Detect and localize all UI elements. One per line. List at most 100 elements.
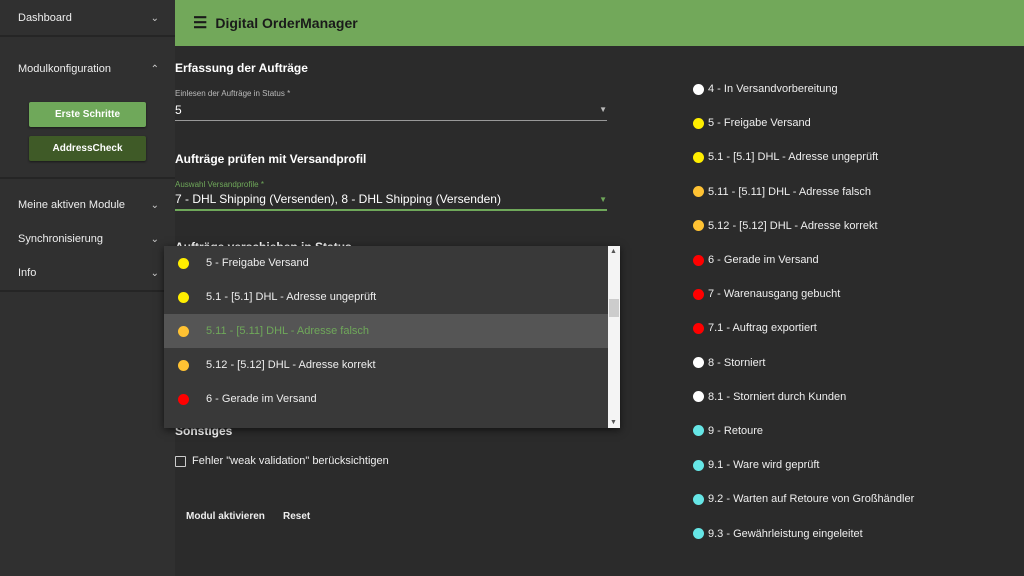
status-list-item: 5.1 - [5.1] DHL - Adresse ungeprüft xyxy=(693,140,914,174)
status-value: 5 xyxy=(175,102,182,117)
caret-down-icon: ▼ xyxy=(599,105,607,114)
status-dot-icon xyxy=(693,151,704,163)
status-list-item: 7.1 - Auftrag exportiert xyxy=(693,311,914,345)
dropdown-option[interactable]: 5.1 - [5.1] DHL - Adresse ungeprüft xyxy=(164,280,608,314)
status-list-item: 8.1 - Storniert durch Kunden xyxy=(693,380,914,414)
chevron-down-icon: ⌄ xyxy=(150,12,159,24)
dropdown-option[interactable]: 6 - Gerade im Versand xyxy=(164,382,608,416)
erste-schritte-button[interactable]: Erste Schritte xyxy=(29,102,146,127)
status-label: 7.1 - Auftrag exportiert xyxy=(708,322,817,335)
section-title: Aufträge prüfen mit Versandprofil xyxy=(175,152,367,166)
status-list-item: 4 - In Versandvorbereitung xyxy=(693,72,914,106)
status-dot-icon xyxy=(178,257,189,269)
status-label: 5.11 - [5.11] DHL - Adresse falsch xyxy=(708,185,872,198)
option-label: 5.11 - [5.11] DHL - Adresse falsch xyxy=(206,325,370,337)
sidebar-item-info[interactable]: Info ⌄ xyxy=(0,256,175,290)
status-dot-icon xyxy=(693,254,704,266)
section-title: Erfassung der Aufträge xyxy=(175,61,308,75)
status-dot-icon xyxy=(693,391,704,403)
status-label: 5.1 - [5.1] DHL - Adresse ungeprüft xyxy=(708,151,879,164)
status-list-item: 9 - Retoure xyxy=(693,414,914,448)
checkbox-icon xyxy=(175,455,186,467)
status-dot-icon xyxy=(693,288,704,300)
sidebar: Dashboard ⌄ Modulkonfiguration ⌃ Erste Sch… xyxy=(0,0,175,576)
caret-down-icon: ▼ xyxy=(599,194,607,204)
status-list-item: 9.1 - Ware wird geprüft xyxy=(693,448,914,482)
status-label: 8 - Storniert xyxy=(708,356,766,369)
scroll-up-icon[interactable]: ▲ xyxy=(610,248,617,255)
option-label: 5 - Freigabe Versand xyxy=(206,257,309,269)
status-label: 9 - Retoure xyxy=(708,424,764,437)
app-header: ☰ Digital OrderManager xyxy=(175,0,1024,46)
status-dot-icon xyxy=(693,220,704,232)
status-list-item: 5.12 - [5.12] DHL - Adresse korrekt xyxy=(693,209,914,243)
status-list-item: 5.11 - [5.11] DHL - Adresse falsch xyxy=(693,175,914,209)
sidebar-item-dashboard[interactable]: Dashboard ⌄ xyxy=(0,1,175,35)
chevron-up-icon: ⌃ xyxy=(150,63,159,75)
status-list-item: 9.2 - Warten auf Retoure von Großhändler xyxy=(693,482,914,516)
option-label: 5.12 - [5.12] DHL - Adresse korrekt xyxy=(206,359,376,371)
status-label: 7 - Warenausgang gebucht xyxy=(708,288,841,301)
status-dropdown-menu: 5 - Freigabe Versand 5.1 - [5.1] DHL - Ad… xyxy=(164,246,620,428)
versandprofil-select[interactable]: 7 - DHL Shipping (Versenden), 8 - DHL Sh… xyxy=(175,189,607,211)
status-label: 6 - Gerade im Versand xyxy=(708,254,819,267)
status-select[interactable]: 5 ▼ xyxy=(175,99,607,121)
sidebar-item-label: Dashboard xyxy=(18,12,72,24)
option-label: 6 - Gerade im Versand xyxy=(206,393,317,405)
status-list-item: 5 - Freigabe Versand xyxy=(693,106,914,140)
status-dot-icon xyxy=(178,325,189,337)
chevron-down-icon: ⌄ xyxy=(150,233,159,245)
scrollbar[interactable]: ▲ ▼ xyxy=(608,246,620,428)
status-legend: 4 - In Versandvorbereitung 5 - Freigabe V… xyxy=(693,72,914,551)
sidebar-item-label: Info xyxy=(18,267,37,279)
status-label: 8.1 - Storniert durch Kunden xyxy=(708,390,847,403)
status-label: 9.2 - Warten auf Retoure von Großhändler xyxy=(708,493,915,506)
sidebar-item-label: Modulkonfiguration xyxy=(18,63,111,75)
chevron-down-icon: ⌄ xyxy=(150,199,159,211)
sidebar-item-meine-module[interactable]: Meine aktiven Module ⌄ xyxy=(0,188,175,222)
status-dot-icon xyxy=(693,322,704,334)
status-dot-icon xyxy=(178,291,189,303)
status-label: 5.12 - [5.12] DHL - Adresse korrekt xyxy=(708,219,878,232)
app-title: Digital OrderManager xyxy=(215,15,358,31)
option-label: 5.1 - [5.1] DHL - Adresse ungeprüft xyxy=(206,291,377,303)
status-dot-icon xyxy=(693,425,704,437)
divider xyxy=(0,177,175,179)
status-dot-icon xyxy=(693,357,704,369)
status-dot-icon xyxy=(693,117,704,129)
status-dot-icon xyxy=(693,459,704,471)
status-dot-icon xyxy=(693,83,704,95)
scrollbar-thumb[interactable] xyxy=(609,299,619,317)
scroll-down-icon[interactable]: ▼ xyxy=(610,419,617,426)
weak-validation-checkbox[interactable]: Fehler "weak validation" berücksichtigen xyxy=(175,455,389,467)
status-dot-icon xyxy=(693,186,704,198)
dropdown-option[interactable]: 5 - Freigabe Versand xyxy=(164,246,608,280)
status-label: 9.3 - Gewährleistung eingeleitet xyxy=(708,527,863,540)
status-label: 4 - In Versandvorbereitung xyxy=(708,83,838,96)
status-list-item: 8 - Storniert xyxy=(693,346,914,380)
status-list-item: 6 - Gerade im Versand xyxy=(693,243,914,277)
sidebar-item-modulkonfiguration[interactable]: Modulkonfiguration ⌃ xyxy=(0,52,175,86)
status-dot-icon xyxy=(693,528,704,540)
menu-icon[interactable]: ☰ xyxy=(193,15,208,32)
sidebar-item-label: Synchronisierung xyxy=(18,233,103,245)
sidebar-item-synchronisierung[interactable]: Synchronisierung ⌄ xyxy=(0,222,175,256)
reset-button[interactable]: Reset xyxy=(283,511,311,522)
chevron-down-icon: ⌄ xyxy=(150,267,159,279)
profile-value: 7 - DHL Shipping (Versenden), 8 - DHL Sh… xyxy=(175,192,501,206)
field-label: Einlesen der Aufträge in Status * xyxy=(175,89,291,98)
modul-aktivieren-button[interactable]: Modul aktivieren xyxy=(186,511,265,522)
divider xyxy=(0,290,175,292)
status-list-item: 9.3 - Gewährleistung eingeleitet xyxy=(693,516,914,550)
dropdown-option[interactable]: 5.12 - [5.12] DHL - Adresse korrekt xyxy=(164,348,608,382)
checkbox-label: Fehler "weak validation" berücksichtigen xyxy=(192,455,389,467)
status-dot-icon xyxy=(178,359,189,371)
status-dot-icon xyxy=(693,493,704,505)
status-list-item: 7 - Warenausgang gebucht xyxy=(693,277,914,311)
status-label: 9.1 - Ware wird geprüft xyxy=(708,459,820,472)
addresscheck-button[interactable]: AddressCheck xyxy=(29,136,146,161)
sidebar-item-label: Meine aktiven Module xyxy=(18,199,126,211)
status-label: 5 - Freigabe Versand xyxy=(708,117,811,130)
divider xyxy=(0,35,175,37)
dropdown-option[interactable]: 5.11 - [5.11] DHL - Adresse falsch xyxy=(164,314,608,348)
